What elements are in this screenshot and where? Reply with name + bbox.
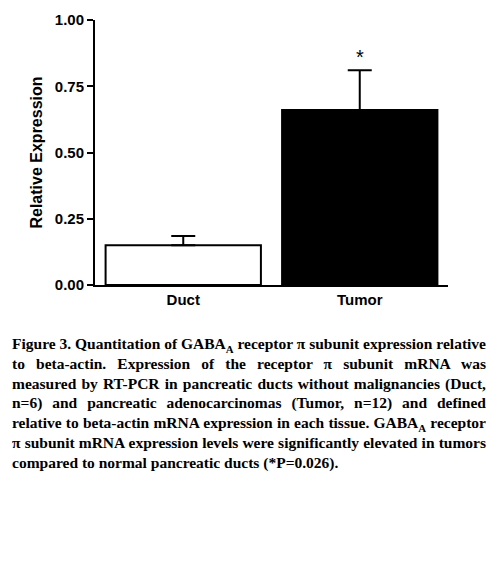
svg-text:0.75: 0.75: [55, 78, 84, 95]
svg-text:Duct: Duct: [167, 291, 200, 308]
html-text:Figure 3. Quantitation of GABA: Figure 3. Quantitation of GABAAreceptor …: [12, 335, 486, 471]
svg-text:Tumor: Tumor: [337, 291, 383, 308]
svg-text:*: *: [356, 46, 364, 68]
svg-text:0.50: 0.50: [55, 144, 84, 161]
svg-text:0.25: 0.25: [55, 210, 84, 227]
svg-text:1.00: 1.00: [55, 11, 84, 28]
svg-text:0.00: 0.00: [55, 276, 84, 293]
svg-text:Relative Expression: Relative Expression: [28, 76, 45, 228]
